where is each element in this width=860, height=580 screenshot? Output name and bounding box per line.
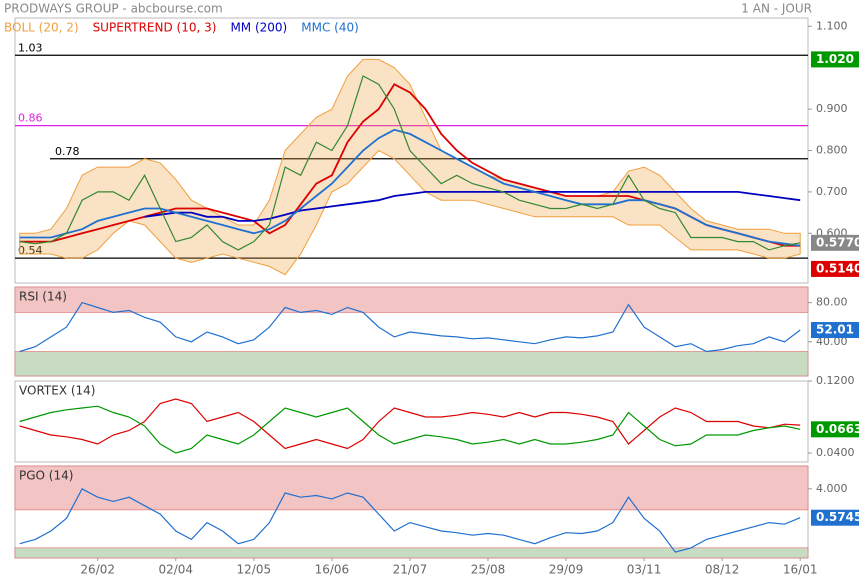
y-tick-label: 0.800 [816, 144, 848, 157]
legend-entry: MM (200) [230, 21, 287, 35]
value-box-label: 1.020 [816, 52, 854, 66]
series-line [19, 398, 801, 450]
bollinger-band [19, 58, 801, 276]
y-tick-label: 80.00 [816, 296, 848, 309]
series-line [19, 128, 801, 247]
legend-entry: SUPERTREND (10, 3) [93, 21, 217, 35]
level-label: 0.86 [18, 112, 43, 125]
legend-entry: BOLL (20, 2) [4, 21, 79, 35]
series-line [144, 191, 801, 222]
x-tick-label: 16/01 [783, 563, 818, 577]
value-box [811, 51, 859, 68]
value-box-label: 0.5745 [816, 510, 860, 524]
y-tick-label: 0.700 [816, 185, 848, 198]
page-title: PRODWAYS GROUP - abcbourse.com [4, 2, 223, 16]
zone [14, 286, 809, 313]
x-tick-label: 12/05 [237, 563, 272, 577]
zone [14, 547, 809, 559]
level-label: 1.03 [18, 41, 43, 54]
x-tick-label: 29/09 [549, 563, 584, 577]
value-box [811, 234, 859, 251]
panel-title: PGO (14) [19, 469, 73, 483]
y-tick-label: 1.100 [816, 19, 848, 32]
value-box [811, 260, 859, 277]
value-box-label: 0.0663 [816, 422, 860, 436]
panel-title: RSI (14) [19, 290, 67, 304]
panel-title: VORTEX (14) [19, 384, 96, 398]
value-box-label: 52.01 [816, 323, 854, 337]
x-tick-label: 21/07 [393, 563, 428, 577]
value-box-label: 0.5140 [816, 261, 860, 275]
x-tick-label: 25/08 [471, 563, 506, 577]
x-tick-label: 03/11 [627, 563, 662, 577]
series-line [19, 75, 801, 251]
value-box [811, 421, 859, 438]
series-line [19, 405, 801, 454]
x-tick-label: 26/02 [80, 563, 115, 577]
x-tick-label: 08/12 [705, 563, 740, 577]
panel [14, 380, 809, 463]
zone [14, 351, 809, 377]
legend-entry: MMC (40) [301, 21, 359, 35]
series-line [19, 301, 801, 353]
series-line [19, 487, 801, 553]
zone [14, 465, 809, 511]
y-tick-label: 0.1200 [816, 374, 855, 387]
value-box [811, 322, 859, 339]
level-label: 0.78 [55, 145, 80, 158]
y-tick-label: 0.0400 [816, 446, 855, 459]
value-box [811, 509, 859, 526]
x-tick-label: 02/04 [158, 563, 193, 577]
panel [14, 17, 809, 284]
value-box-label: 0.5770 [816, 235, 860, 249]
period: 1 AN - JOUR [741, 2, 812, 16]
y-tick-label: 0.900 [816, 102, 848, 115]
y-tick-label: 4.000 [816, 482, 848, 495]
x-tick-label: 16/06 [315, 563, 350, 577]
